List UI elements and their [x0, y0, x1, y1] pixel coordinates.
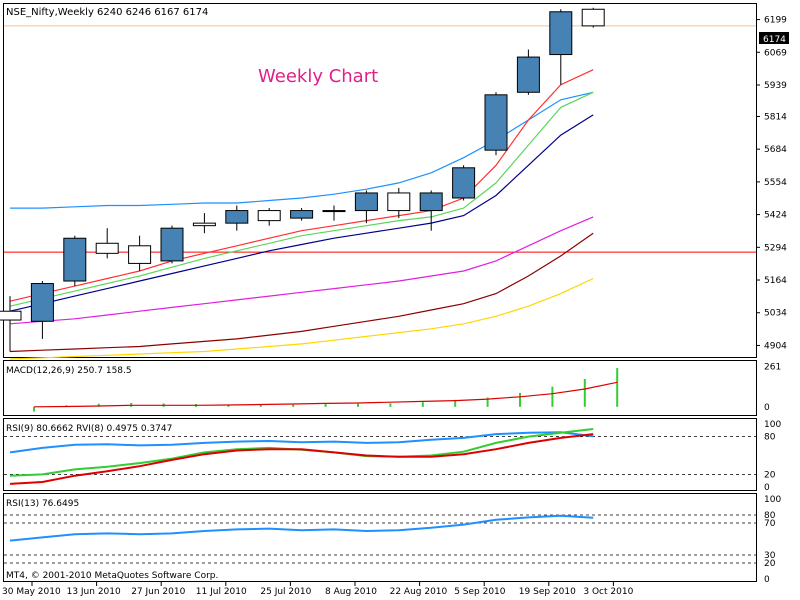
date-tick-label: 3 Oct 2010: [583, 587, 633, 597]
candle[interactable]: [581, 8, 605, 27]
macd-tick-label: 261: [764, 362, 781, 372]
candle[interactable]: [63, 237, 87, 282]
candle[interactable]: [387, 192, 411, 212]
price-tick-label: 5939: [764, 81, 787, 91]
candle[interactable]: [30, 283, 54, 322]
candle[interactable]: [290, 210, 314, 219]
candle[interactable]: [354, 192, 378, 212]
rsi13-tick-label: 80: [764, 511, 776, 521]
ma-line-1: [9, 69, 594, 302]
rsi-rvi-tick-label: 100: [764, 420, 781, 430]
candle[interactable]: [192, 222, 216, 227]
rsi13-line: [9, 514, 594, 542]
candle[interactable]: [95, 242, 119, 254]
macd-tick-label: 0: [764, 403, 770, 413]
price-tick-label: 5814: [764, 112, 787, 122]
rsi-rvi-line-2: [9, 433, 594, 485]
rsi-rvi-tick-label: 0: [764, 483, 770, 493]
price-marker: [759, 32, 789, 44]
rsi-rvi-line-0: [9, 431, 594, 454]
candle[interactable]: [160, 227, 184, 262]
copyright-text: MT4, © 2001-2010 MetaQuotes Software Cor…: [6, 571, 218, 581]
rsi-rvi-tick-label: 80: [764, 433, 776, 443]
candle[interactable]: [0, 310, 22, 321]
rsi13-tick-label: 100: [764, 495, 781, 505]
ma-line-4: [9, 216, 594, 325]
price-tick-label: 6199: [764, 16, 787, 26]
price-marker-label: 6174: [763, 35, 786, 45]
price-tick-label: 5294: [764, 243, 787, 253]
ma-line-3: [9, 114, 594, 312]
rsi-rvi-pane[interactable]: [3, 418, 757, 491]
price-tick-label: 5684: [764, 145, 787, 155]
price-tick-label: 4904: [764, 341, 787, 351]
main-header: NSE_Nifty,Weekly 6240 6246 6167 6174: [6, 7, 208, 18]
date-tick-label: 25 Jul 2010: [260, 587, 311, 597]
price-tick-label: 5034: [764, 309, 787, 319]
candle[interactable]: [257, 210, 281, 222]
date-tick-label: 30 May 2010: [2, 587, 61, 597]
rsi13-tick-label: 70: [764, 519, 776, 529]
price-tick-label: 5164: [764, 276, 787, 286]
date-tick-label: 8 Aug 2010: [325, 587, 377, 597]
rsi13-header: RSI(13) 76.6495: [6, 499, 79, 509]
candle[interactable]: [484, 94, 508, 151]
candle[interactable]: [516, 56, 540, 93]
macd-signal-line: [33, 381, 618, 408]
rsi13-tick-label: 0: [764, 575, 770, 585]
macd-header: MACD(12,26,9) 250.7 158.5: [6, 366, 132, 376]
date-tick-label: 13 Jun 2010: [67, 587, 121, 597]
price-tick-label: 5424: [764, 211, 787, 221]
ma-line-6: [9, 277, 594, 360]
rsi-rvi-header: RSI(9) 80.6662 RVI(8) 0.4975 0.3747: [6, 424, 172, 434]
macd-pane[interactable]: [3, 360, 757, 416]
rsi13-pane[interactable]: [3, 493, 757, 582]
ma-line-2: [9, 91, 594, 307]
date-tick-label: 19 Sep 2010: [519, 587, 576, 597]
rsi13-tick-label: 30: [764, 551, 776, 561]
candle[interactable]: [128, 245, 152, 264]
rsi-rvi-tick-label: 20: [764, 470, 776, 480]
candle[interactable]: [225, 210, 249, 224]
main-pane[interactable]: [3, 3, 757, 358]
candle[interactable]: [322, 210, 346, 213]
ma-line-5: [9, 232, 594, 353]
date-tick-label: 27 Jun 2010: [131, 587, 185, 597]
price-tick-label: 5554: [764, 178, 787, 188]
rsi13-tick-label: 20: [764, 559, 776, 569]
price-tick-label: 6069: [764, 48, 787, 58]
date-tick-label: 22 Aug 2010: [390, 587, 448, 597]
candle[interactable]: [452, 167, 476, 199]
date-tick-label: 11 Jul 2010: [196, 587, 247, 597]
date-tick-label: 5 Sep 2010: [454, 587, 506, 597]
chart-annotation: Weekly Chart: [258, 66, 378, 87]
candle[interactable]: [549, 11, 573, 56]
candle[interactable]: [419, 192, 443, 212]
